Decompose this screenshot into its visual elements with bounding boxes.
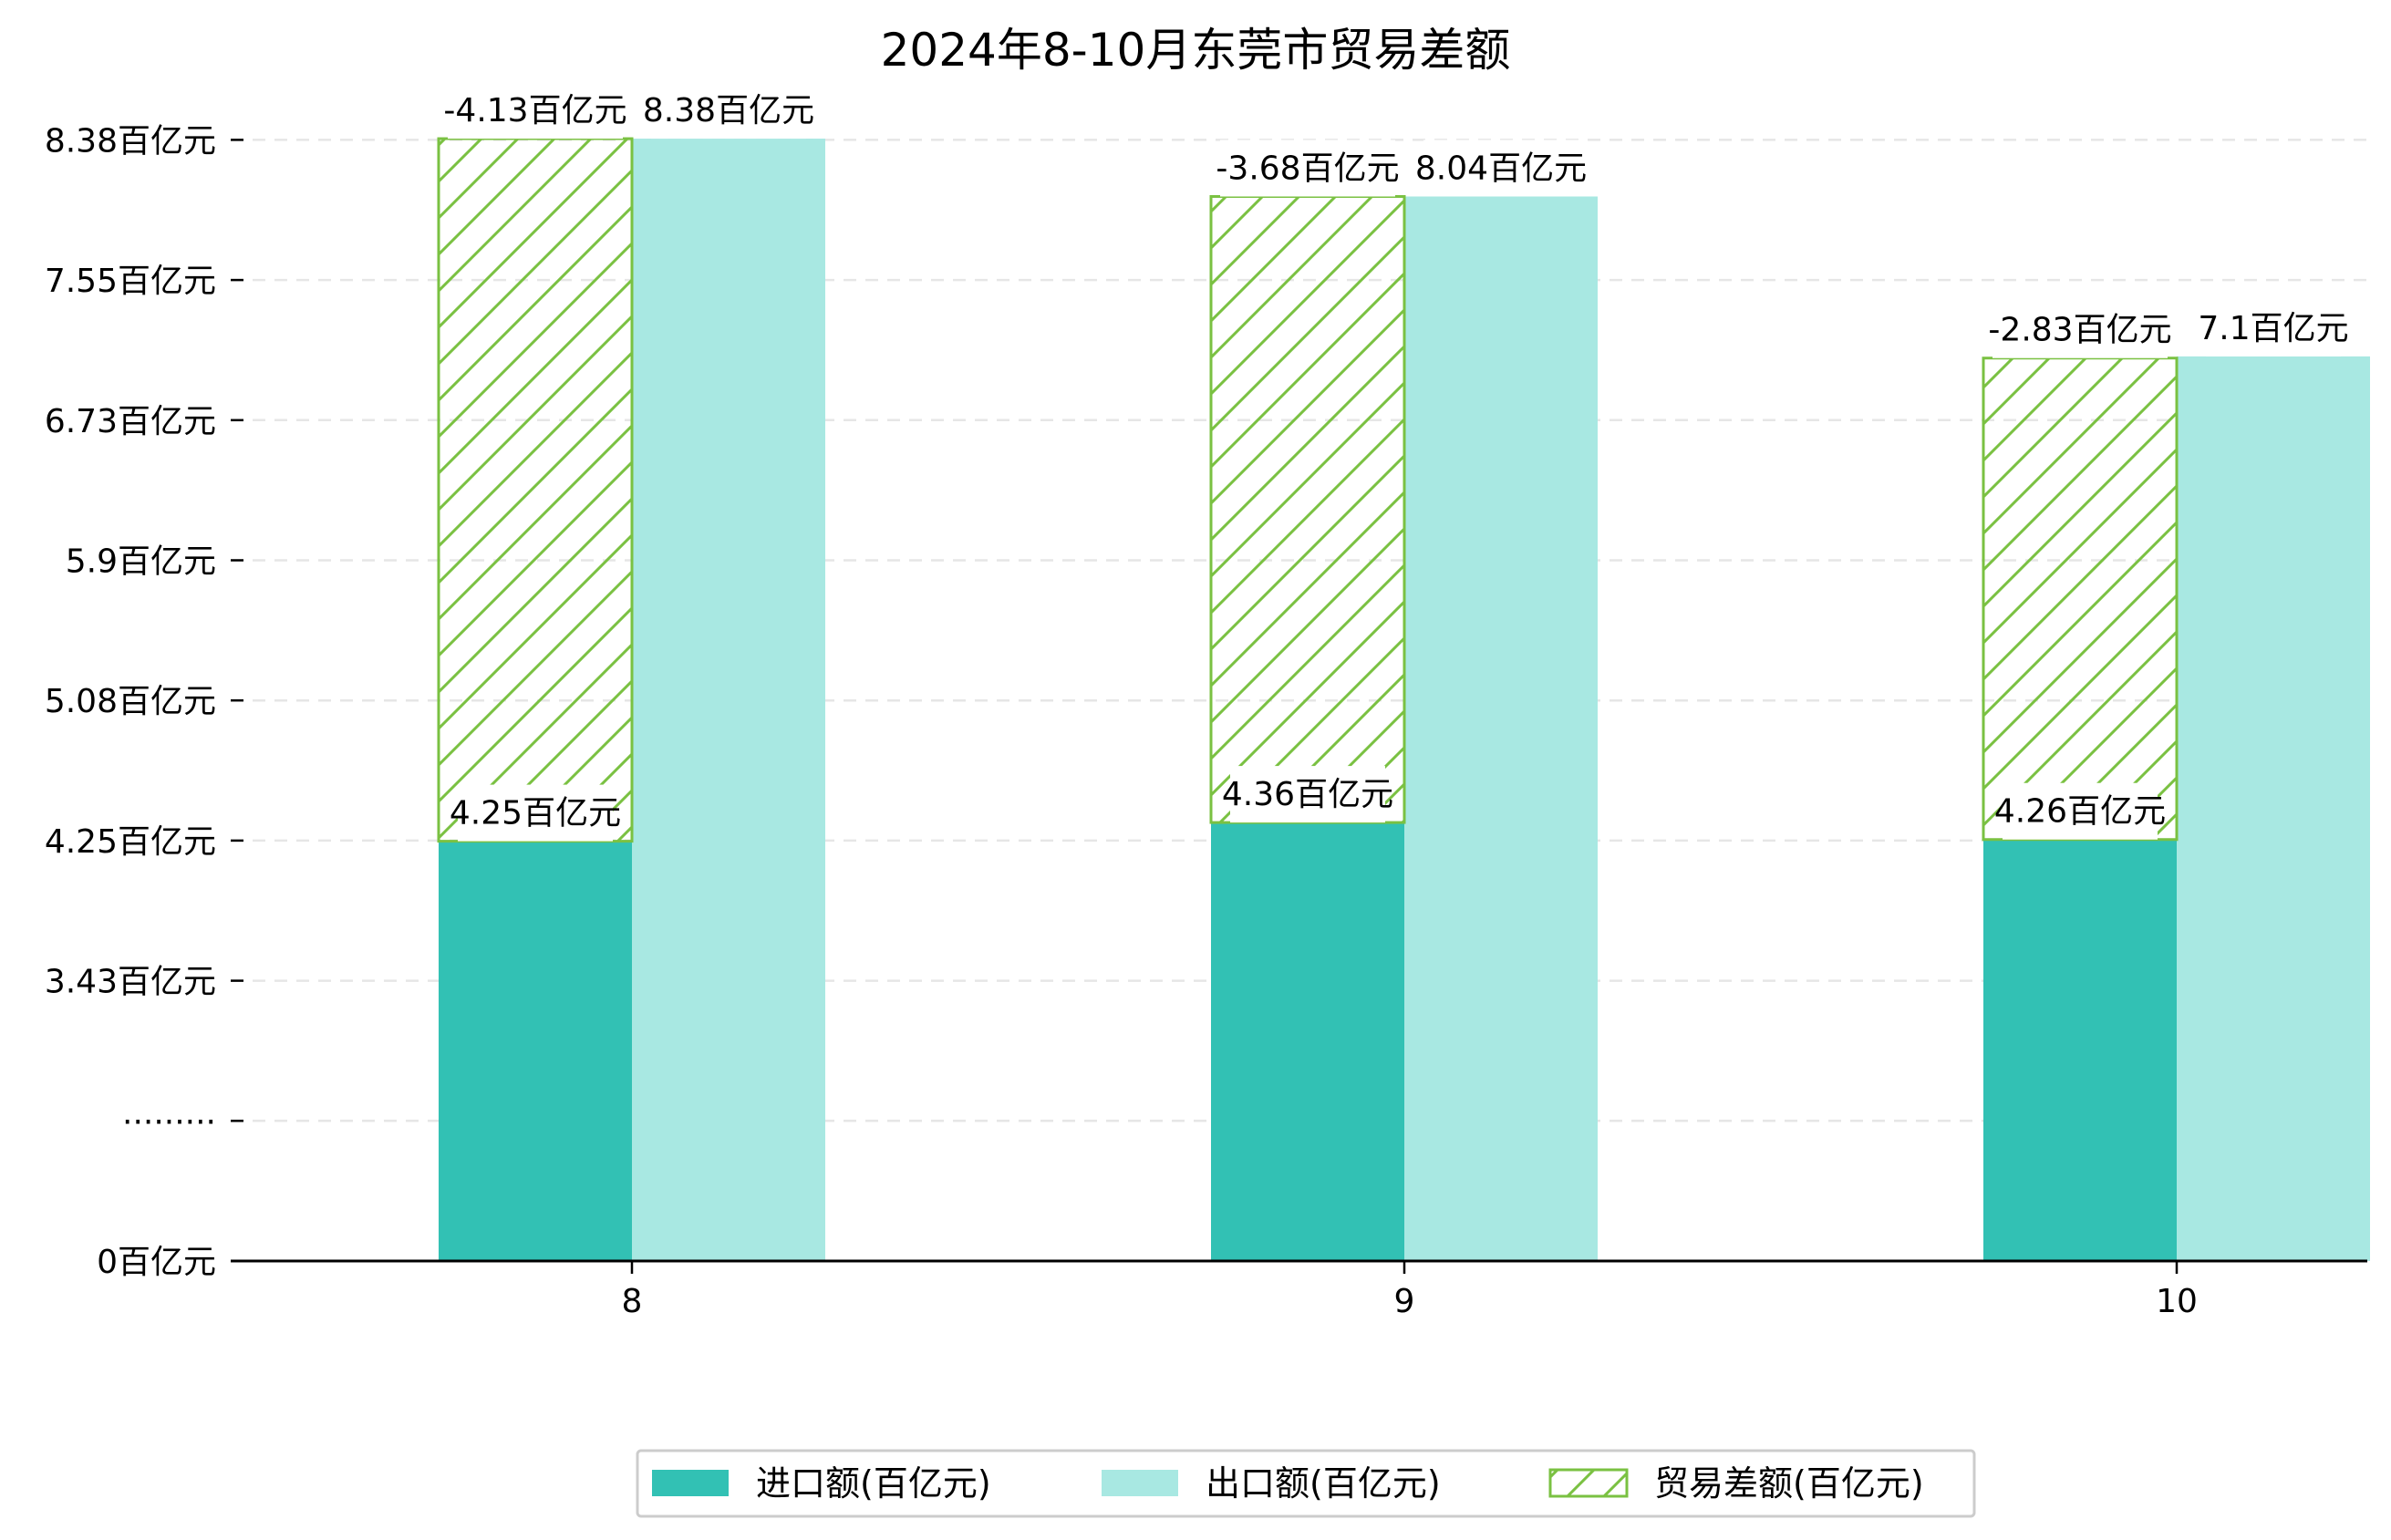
data-label-export: 8.38百亿元 <box>643 92 814 129</box>
bar-export <box>632 139 825 1262</box>
legend-label-export: 出口额(百亿元) <box>1206 1463 1441 1504</box>
legend-label-import: 进口额(百亿元) <box>756 1463 991 1504</box>
x-axis-ticks: 8 9 10 <box>622 1261 2198 1320</box>
x-tick-label: 9 <box>1394 1283 1415 1320</box>
legend-label-balance: 贸易差额(百亿元) <box>1654 1463 1924 1504</box>
y-tick-label: 6.73百亿元 <box>45 403 216 440</box>
data-label-import: 4.26百亿元 <box>1994 793 2166 831</box>
data-label-balance-bg <box>1220 140 1395 197</box>
chart-title: 2024年8-10月东莞市贸易差额 <box>881 24 1511 77</box>
data-label-export-bg <box>651 82 806 140</box>
bar-import <box>1211 822 1404 1261</box>
y-axis-ticks: 0百亿元 ········· 3.43百亿元 4.25百亿元 5.08百亿元 5.9百亿元… <box>45 122 243 1281</box>
data-label-export: 8.04百亿元 <box>1415 150 1587 187</box>
data-labels: 8.38百亿元 -4.13百亿元 4.25百亿元 8.04百亿元 -3.68百亿元 4.3… <box>443 82 2349 842</box>
data-label-import-bg <box>1230 766 1385 823</box>
legend-swatch-import <box>652 1470 729 1496</box>
data-label-balance-bg <box>448 82 623 140</box>
y-tick-label: 5.9百亿元 <box>66 543 216 581</box>
bar-import <box>439 841 632 1261</box>
bars <box>437 137 2370 1262</box>
x-tick-label: 8 <box>622 1283 643 1320</box>
data-label-balance: -3.68百亿元 <box>1216 150 1399 187</box>
data-label-import-bg <box>458 784 613 842</box>
data-label-export-bg <box>1423 140 1578 197</box>
legend-frame <box>636 1449 1976 1518</box>
data-label-import: 4.36百亿元 <box>1222 776 1393 813</box>
y-tick-label: 0百亿元 <box>97 1244 216 1281</box>
y-tick-label: 7.55百亿元 <box>45 263 216 300</box>
data-label-export-bg <box>2206 299 2341 357</box>
bar-export <box>2177 356 2370 1261</box>
bar-export <box>1404 196 1598 1262</box>
legend: 进口额(百亿元) 出口额(百亿元) 贸易差额(百亿元) <box>636 1449 1976 1518</box>
legend-swatch-export <box>1102 1470 1178 1496</box>
data-label-balance-bg <box>1992 301 2168 358</box>
data-label-export: 7.1百亿元 <box>2198 310 2348 347</box>
x-tick-label: 10 <box>2156 1283 2198 1320</box>
y-tick-label: 4.25百亿元 <box>45 823 216 861</box>
y-tick-label: 8.38百亿元 <box>45 122 216 160</box>
data-label-import-bg <box>2003 782 2158 840</box>
data-label-balance: -4.13百亿元 <box>443 92 626 129</box>
y-tick-label: 3.43百亿元 <box>45 964 216 1001</box>
bar-trade-balance <box>437 137 634 843</box>
bar-trade-balance <box>1982 357 2179 842</box>
y-tick-label: ········· <box>122 1103 216 1141</box>
data-label-balance: -2.83百亿元 <box>1988 312 2171 349</box>
axes: 0百亿元 ········· 3.43百亿元 4.25百亿元 5.08百亿元 5.9百亿元… <box>45 122 2367 1320</box>
y-tick-label: 5.08百亿元 <box>45 683 216 720</box>
legend-swatch-balance <box>1548 1468 1629 1498</box>
bar-trade-balance <box>1209 194 1406 824</box>
data-label-import: 4.25百亿元 <box>450 795 621 832</box>
bar-import <box>1983 839 2177 1261</box>
